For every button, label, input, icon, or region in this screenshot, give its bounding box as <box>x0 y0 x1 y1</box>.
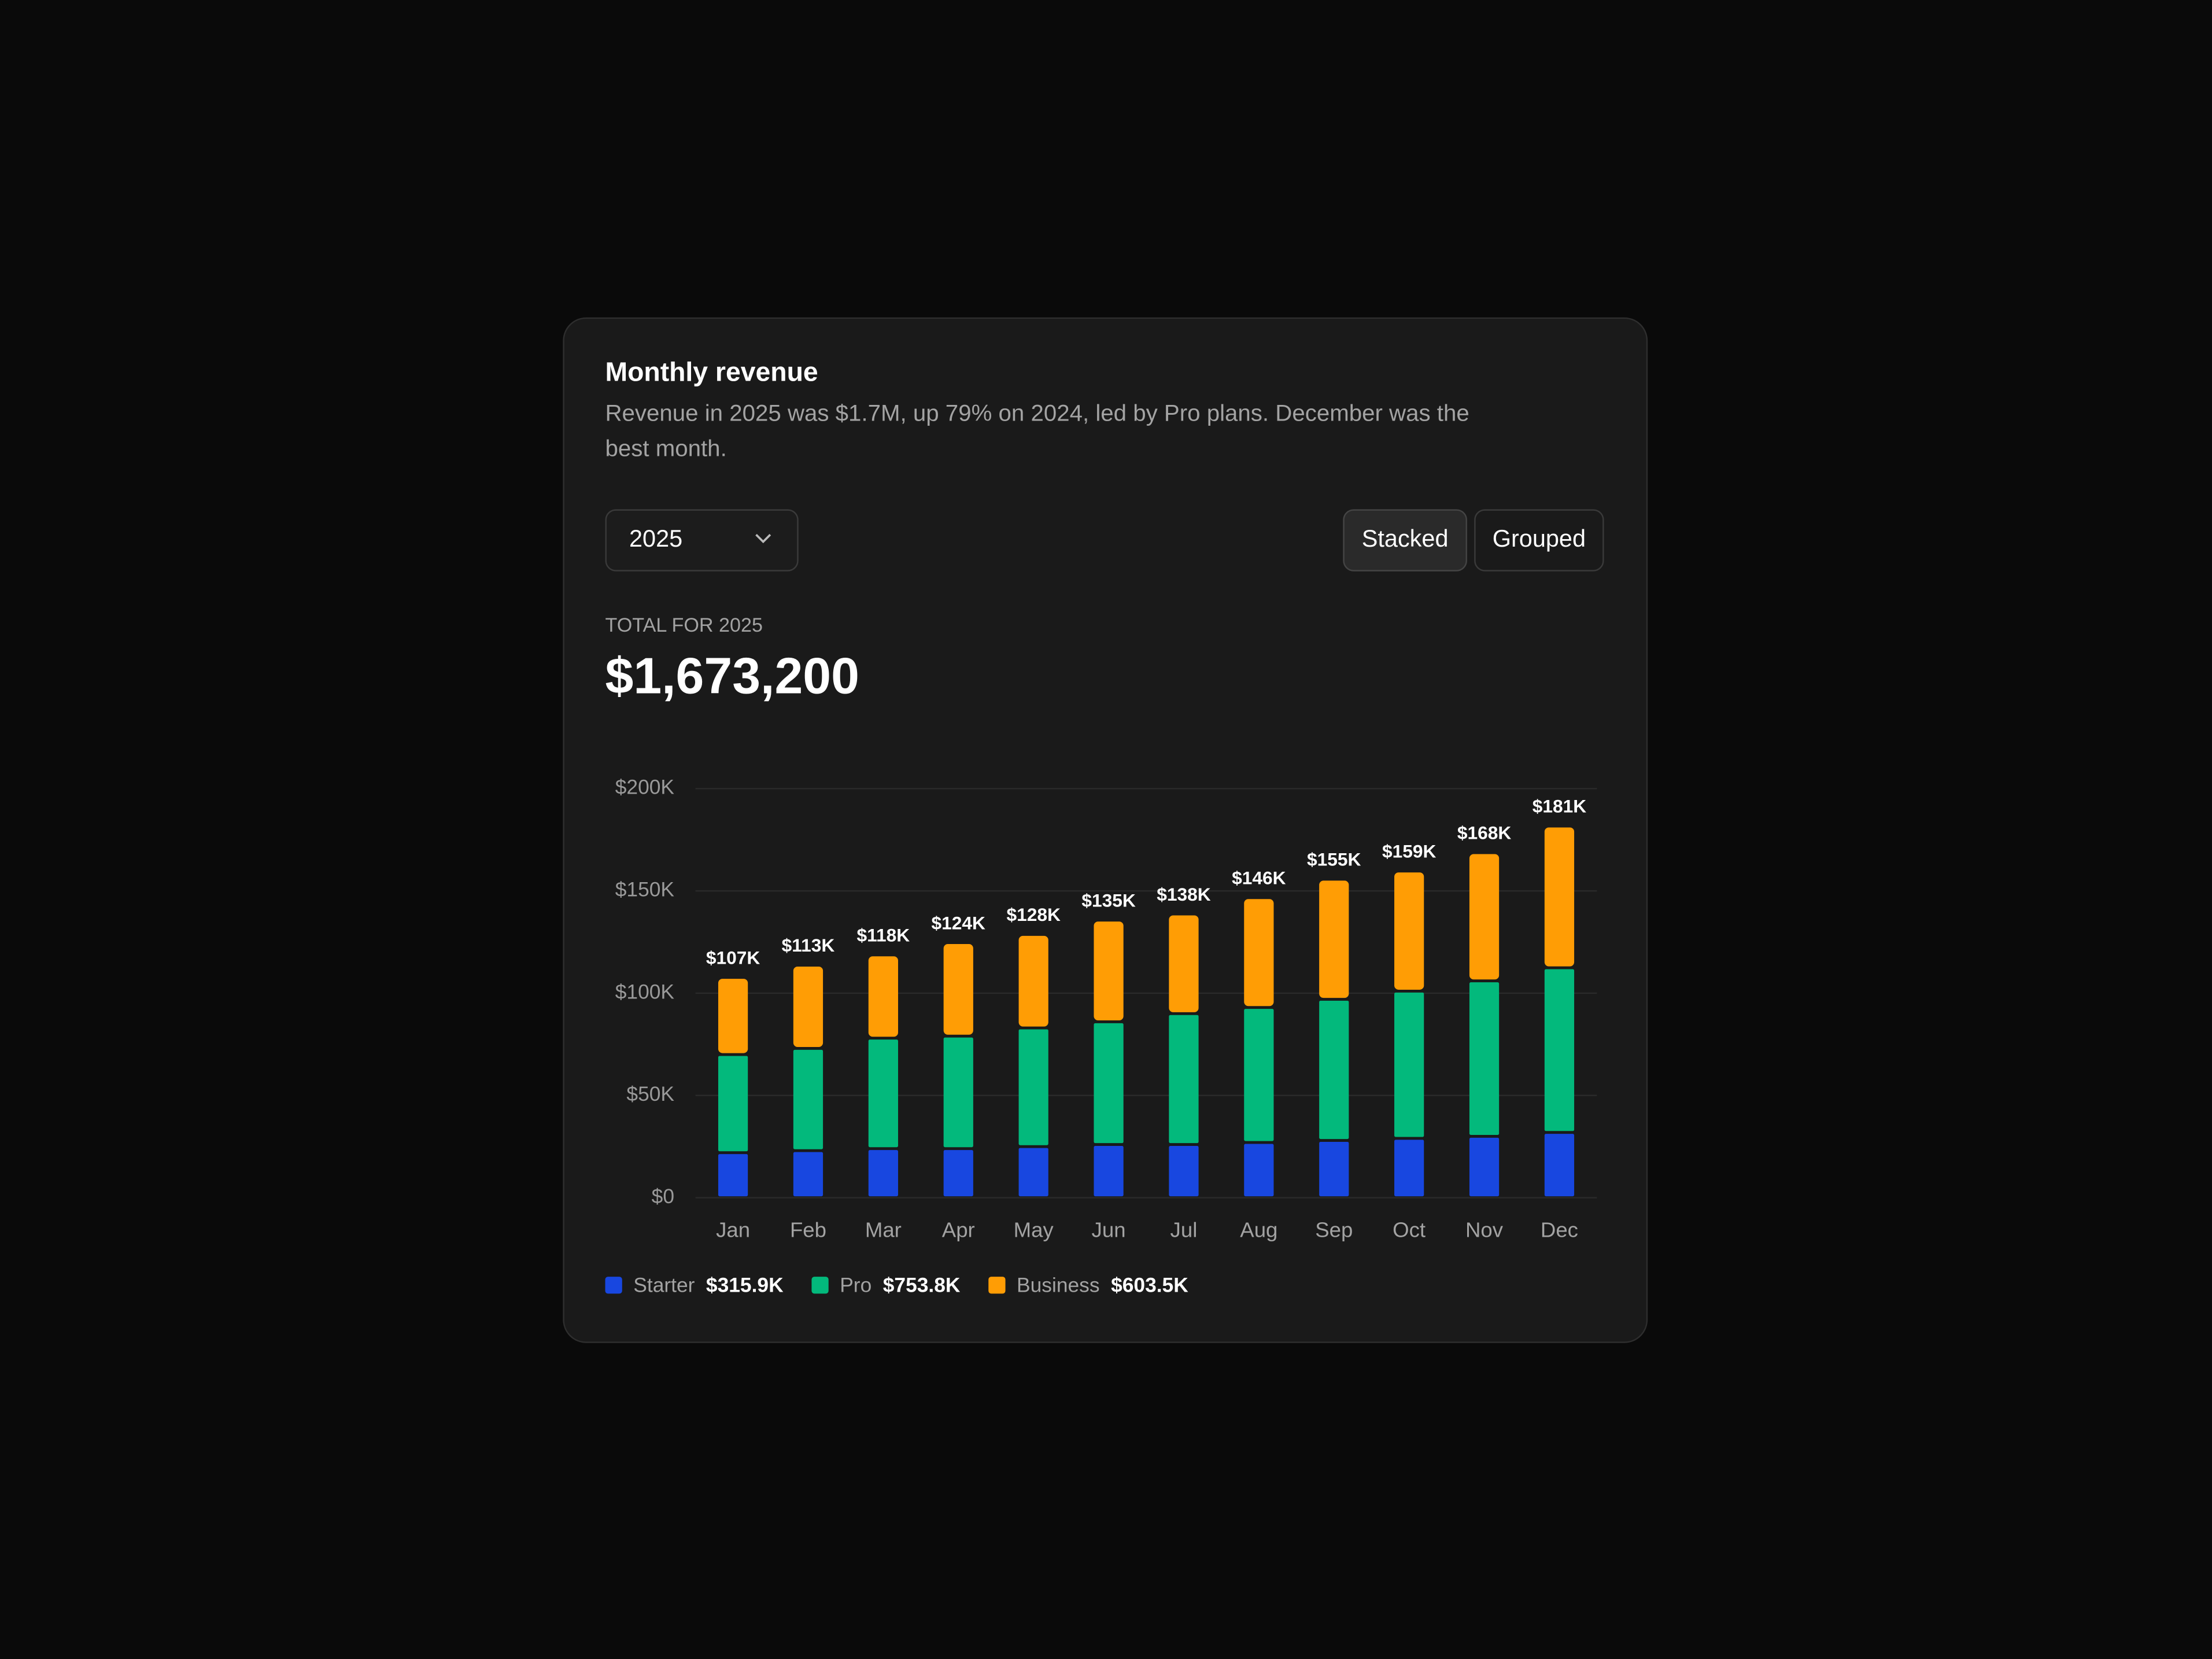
bar-segment <box>1469 982 1500 1136</box>
bar-segment <box>1319 1000 1349 1140</box>
stacked-button[interactable]: Stacked <box>1343 509 1467 572</box>
select-value[interactable]: 2025 <box>629 525 682 552</box>
stack-total-label: $118K <box>857 924 910 945</box>
bar-segment <box>1169 915 1199 1012</box>
stack-total-label: $107K <box>706 947 760 968</box>
stack-total-label: $135K <box>1081 890 1136 910</box>
x-tick-label: Oct <box>1393 1218 1426 1242</box>
bar-segment <box>793 1152 824 1197</box>
bar-segment <box>1469 854 1500 980</box>
legend-name: Business <box>1017 1274 1100 1297</box>
bar-segment <box>1394 1140 1424 1197</box>
x-tick-label: Mar <box>865 1218 902 1242</box>
stack-total-label: $128K <box>1006 904 1061 925</box>
x-tick-label: Aug <box>1240 1218 1277 1242</box>
button-label[interactable]: Stacked <box>1362 525 1449 552</box>
bar-segment <box>1544 827 1575 967</box>
x-tick-label: Jan <box>716 1218 750 1242</box>
bar-segment <box>868 1150 898 1197</box>
stack-total-label: $181K <box>1532 796 1587 817</box>
grouped-button[interactable]: Grouped <box>1474 509 1604 572</box>
bar-segment <box>1018 1148 1048 1197</box>
x-tick-label: Jun <box>1092 1218 1126 1242</box>
x-tick-label: Sep <box>1315 1218 1353 1242</box>
x-tick-label: Dec <box>1541 1218 1578 1242</box>
stack-total-label: $159K <box>1382 841 1436 862</box>
bar-segment <box>718 1154 748 1197</box>
legend-total: $753.8K <box>883 1274 961 1297</box>
bar-segment <box>793 1049 824 1149</box>
legend-swatch <box>988 1277 1006 1294</box>
total-value: $1,673,200 <box>605 648 859 705</box>
stack-total-label: $155K <box>1307 849 1361 870</box>
bar-segment <box>943 1150 973 1197</box>
bar-segment <box>1319 1141 1349 1197</box>
y-tick-label: $150K <box>615 878 675 901</box>
stack-total-label: $168K <box>1457 823 1512 843</box>
bar-segment <box>793 966 824 1047</box>
button-bg[interactable] <box>1343 509 1467 572</box>
x-tick-label: Apr <box>942 1218 975 1242</box>
bar-segment <box>1244 1144 1274 1197</box>
subtitle: Revenue in 2025 was $1.7M, up 79% on 202… <box>605 400 1469 426</box>
bar-segment <box>1394 872 1424 990</box>
bar-segment <box>1394 992 1424 1137</box>
stack-total-label: $113K <box>782 935 835 956</box>
bar-segment <box>718 1056 748 1152</box>
bar-segment <box>1544 1134 1575 1197</box>
bar-segment <box>1094 921 1124 1020</box>
bar-segment <box>943 944 973 1035</box>
stack-total-label: $146K <box>1232 867 1286 888</box>
legend-total: $603.5K <box>1111 1274 1188 1297</box>
card-title: Monthly revenue <box>605 357 818 387</box>
stack-total-label: $138K <box>1157 884 1211 905</box>
legend-name: Pro <box>840 1274 871 1297</box>
stack-total-label: $124K <box>932 912 986 933</box>
year-select[interactable]: 2025 <box>605 509 799 572</box>
y-tick-label: $200K <box>615 776 675 799</box>
bar-segment <box>1469 1137 1500 1197</box>
button-bg[interactable] <box>1474 509 1604 572</box>
legend-swatch <box>811 1277 829 1294</box>
bar-segment <box>1169 1015 1199 1144</box>
y-tick-label: $100K <box>615 980 675 1003</box>
legend-total: $315.9K <box>706 1274 784 1297</box>
card <box>563 317 1648 1343</box>
bar-segment <box>1094 1146 1124 1197</box>
bar-segment <box>1094 1023 1124 1144</box>
bar-segment <box>868 956 898 1037</box>
y-tick-label: $50K <box>626 1083 674 1105</box>
x-tick-label: Feb <box>790 1218 826 1242</box>
x-tick-label: Nov <box>1465 1218 1504 1242</box>
legend-swatch <box>605 1277 622 1294</box>
select-box[interactable] <box>605 509 799 572</box>
subtitle: best month. <box>605 436 727 462</box>
chevron <box>755 534 771 544</box>
bar-segment <box>868 1039 898 1148</box>
x-tick-label: May <box>1014 1218 1054 1242</box>
bar-segment <box>1169 1146 1199 1197</box>
bar-segment <box>1018 935 1048 1027</box>
bar-segment <box>1544 969 1575 1131</box>
bar-segment <box>718 979 748 1053</box>
bar-segment <box>1319 880 1349 998</box>
x-tick-label: Jul <box>1170 1218 1198 1242</box>
bar-segment <box>1244 1009 1274 1141</box>
bar-segment <box>1244 899 1274 1007</box>
bar-segment <box>1018 1029 1048 1145</box>
button-label[interactable]: Grouped <box>1493 525 1586 552</box>
bar-segment <box>943 1037 973 1148</box>
legend-name: Starter <box>633 1274 695 1297</box>
y-tick-label: $0 <box>652 1185 674 1208</box>
total-label: TOTAL FOR 2025 <box>605 614 763 636</box>
